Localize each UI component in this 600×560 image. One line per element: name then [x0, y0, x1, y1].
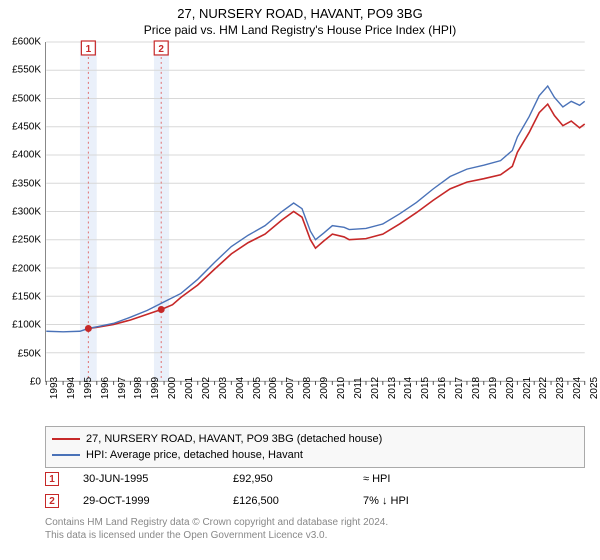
y-tick-label: £500K: [12, 93, 41, 104]
x-tick-label: 2013: [387, 377, 398, 399]
sale-row: 1 30-JUN-1995 £92,950 ≈ HPI: [45, 468, 585, 490]
svg-text:1: 1: [86, 44, 92, 55]
legend: 27, NURSERY ROAD, HAVANT, PO9 3BG (detac…: [45, 426, 585, 468]
x-tick-label: 2002: [201, 377, 212, 399]
x-tick-label: 2019: [488, 377, 499, 399]
y-tick-label: £600K: [12, 37, 41, 48]
x-tick-label: 2017: [454, 377, 465, 399]
chart-container: 27, NURSERY ROAD, HAVANT, PO9 3BG Price …: [0, 0, 600, 560]
plot-area: 12: [45, 42, 585, 382]
sale-date: 30-JUN-1995: [83, 473, 233, 485]
sale-price: £126,500: [233, 495, 363, 507]
x-tick-label: 2003: [218, 377, 229, 399]
y-tick-label: £550K: [12, 65, 41, 76]
x-tick-label: 2001: [184, 377, 195, 399]
y-tick-label: £350K: [12, 178, 41, 189]
sale-records: 1 30-JUN-1995 £92,950 ≈ HPI 2 29-OCT-199…: [45, 468, 585, 512]
legend-label: HPI: Average price, detached house, Hava…: [86, 449, 303, 461]
x-tick-label: 2025: [589, 377, 600, 399]
x-tick-label: 1996: [100, 377, 111, 399]
legend-item: 27, NURSERY ROAD, HAVANT, PO9 3BG (detac…: [52, 431, 578, 447]
y-tick-label: £400K: [12, 150, 41, 161]
legend-item: HPI: Average price, detached house, Hava…: [52, 447, 578, 463]
x-tick-label: 2020: [505, 377, 516, 399]
y-tick-label: £450K: [12, 122, 41, 133]
x-tick-label: 2023: [555, 377, 566, 399]
sale-note: ≈ HPI: [363, 473, 513, 485]
footer-attribution: Contains HM Land Registry data © Crown c…: [45, 516, 585, 542]
y-tick-label: £250K: [12, 235, 41, 246]
x-tick-label: 2005: [252, 377, 263, 399]
x-tick-label: 2011: [353, 377, 364, 399]
x-tick-label: 1995: [83, 377, 94, 399]
x-tick-label: 1999: [150, 377, 161, 399]
x-tick-label: 2009: [319, 377, 330, 399]
x-tick-label: 1997: [117, 377, 128, 399]
x-tick-label: 2007: [285, 377, 296, 399]
legend-swatch: [52, 438, 80, 440]
footer-line: Contains HM Land Registry data © Crown c…: [45, 516, 585, 529]
x-tick-label: 2014: [403, 377, 414, 399]
sale-row: 2 29-OCT-1999 £126,500 7% ↓ HPI: [45, 490, 585, 512]
sale-price: £92,950: [233, 473, 363, 485]
y-axis-labels: £0£50K£100K£150K£200K£250K£300K£350K£400…: [0, 42, 43, 382]
x-tick-label: 2021: [522, 377, 533, 399]
x-tick-label: 2016: [437, 377, 448, 399]
x-tick-label: 1998: [133, 377, 144, 399]
x-tick-label: 2018: [471, 377, 482, 399]
x-tick-label: 2006: [268, 377, 279, 399]
y-tick-label: £50K: [18, 348, 41, 359]
x-tick-label: 1993: [49, 377, 60, 399]
x-tick-label: 1994: [66, 377, 77, 399]
x-tick-label: 2010: [336, 377, 347, 399]
chart-subtitle: Price paid vs. HM Land Registry's House …: [0, 23, 600, 37]
x-tick-label: 2012: [370, 377, 381, 399]
legend-swatch: [52, 454, 80, 456]
sale-badge: 2: [45, 494, 59, 508]
x-tick-label: 2024: [572, 377, 583, 399]
chart-title: 27, NURSERY ROAD, HAVANT, PO9 3BG: [0, 0, 600, 21]
sale-date: 29-OCT-1999: [83, 495, 233, 507]
x-tick-label: 2015: [420, 377, 431, 399]
legend-label: 27, NURSERY ROAD, HAVANT, PO9 3BG (detac…: [86, 433, 382, 445]
sale-note: 7% ↓ HPI: [363, 495, 513, 507]
y-tick-label: £100K: [12, 320, 41, 331]
footer-line: This data is licensed under the Open Gov…: [45, 529, 585, 542]
x-tick-label: 2008: [302, 377, 313, 399]
x-tick-label: 2000: [167, 377, 178, 399]
y-tick-label: £300K: [12, 207, 41, 218]
plot-svg: 12: [46, 42, 585, 381]
svg-text:2: 2: [158, 44, 164, 55]
x-tick-label: 2004: [235, 377, 246, 399]
y-tick-label: £200K: [12, 263, 41, 274]
y-tick-label: £0: [30, 377, 41, 388]
y-tick-label: £150K: [12, 292, 41, 303]
sale-badge: 1: [45, 472, 59, 486]
x-tick-label: 2022: [538, 377, 549, 399]
